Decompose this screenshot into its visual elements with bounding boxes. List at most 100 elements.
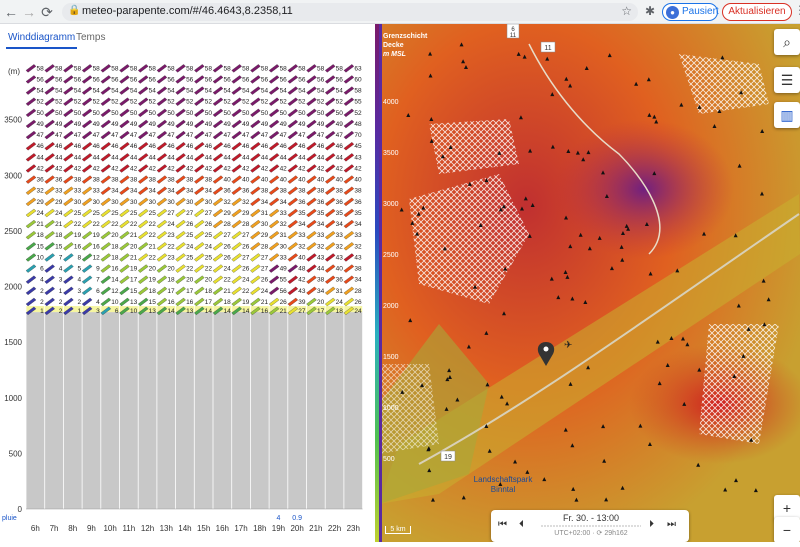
wind-barb: 7: [81, 275, 100, 284]
wind-speed-value: 29: [242, 210, 250, 217]
peak-icon: [732, 374, 737, 379]
wind-speed-value: 38: [336, 188, 344, 195]
wind-barb: 14: [194, 306, 212, 316]
wind-speed-value: 54: [74, 88, 82, 95]
wind-barb: 27: [287, 306, 306, 316]
tab-winddiagramm[interactable]: Winddiagramm: [6, 32, 78, 49]
wind-barb: 25: [175, 253, 194, 262]
wind-speed-value: 24: [36, 210, 44, 217]
map-pane[interactable]: Grenzschicht Decke m MSL 4000 3500 3000 250…: [379, 24, 800, 542]
wind-barb: 50: [81, 108, 100, 118]
wind-barb: 52: [324, 97, 343, 106]
wind-barb: 54: [324, 86, 343, 95]
wind-speed-value: 36: [336, 199, 344, 206]
wind-speed-value: 22: [205, 266, 213, 273]
hour-label: 13h: [160, 524, 173, 533]
wind-speed-value: 47: [130, 132, 138, 139]
wind-barb: 27: [231, 253, 250, 262]
wind-speed-value: 52: [261, 99, 269, 106]
wind-speed-value: 26: [280, 299, 288, 306]
wind-barb: 13: [137, 306, 157, 316]
hour-label: 15h: [197, 524, 210, 533]
update-button[interactable]: Aktualisieren: [722, 3, 792, 21]
wind-barb: 42: [287, 164, 306, 173]
wind-speed-value: 6: [115, 308, 119, 315]
pane-divider[interactable]: [375, 24, 379, 542]
wind-speed-value: 34: [130, 188, 138, 195]
reload-icon[interactable]: ⟳: [41, 4, 53, 20]
wind-barb: 52: [194, 97, 212, 106]
wind-speed-value: 31: [261, 210, 269, 217]
settings-sliders-icon[interactable]: ☰: [774, 67, 800, 93]
wind-barb: 20: [119, 242, 138, 251]
peak-icon: [607, 53, 612, 58]
peak-icon: [400, 389, 405, 394]
wind-barb: 22: [175, 264, 194, 273]
time-slider[interactable]: [541, 524, 641, 528]
wind-speed-value: 58: [336, 65, 344, 72]
more-menu-icon[interactable]: ⋮: [794, 3, 800, 17]
search-icon[interactable]: ⌕: [774, 29, 800, 55]
bookmark-star-icon[interactable]: ☆: [621, 4, 632, 18]
wind-barb: 58: [137, 64, 156, 73]
wind-speed-value: 16: [93, 243, 101, 250]
peak-icon: [564, 76, 569, 81]
extensions-icon[interactable]: ✱: [645, 4, 656, 18]
wind-barb: 1: [63, 306, 81, 316]
wind-speed-value: 54: [186, 88, 194, 95]
zoom-out-button[interactable]: −: [774, 517, 800, 542]
wind-speed-value: 35: [298, 210, 306, 217]
wind-barb: 49: [306, 119, 325, 129]
peak-icon: [761, 278, 766, 283]
wind-barb: 24: [25, 208, 44, 218]
wind-barb: 22: [194, 264, 213, 273]
location-pin-icon[interactable]: [537, 342, 555, 366]
wind-speed-value: 44: [317, 266, 325, 273]
first-frame-icon[interactable]: ⏮: [498, 519, 507, 530]
wind-speed-value: 58: [55, 65, 63, 72]
wind-barb: 54: [175, 86, 194, 95]
wind-barb: 46: [44, 142, 63, 151]
wind-barb: 47: [156, 130, 175, 140]
prev-frame-icon[interactable]: ⏴: [519, 519, 524, 530]
chart-icon[interactable]: ▥: [774, 102, 800, 128]
wind-speed-value: 46: [242, 143, 250, 150]
peak-icon: [467, 181, 472, 186]
wind-barb: 38: [156, 175, 175, 184]
wind-barb: 40: [250, 175, 268, 184]
wind-speed-value: 21: [261, 299, 269, 306]
profile-button[interactable]: ● Pausiert: [662, 3, 719, 21]
address-bar[interactable]: 🔒 meteo-parapente.com/#/46.4643,8.2358,1…: [62, 3, 638, 21]
wind-barb: 58: [250, 64, 268, 73]
wind-barb: 33: [343, 231, 362, 240]
forward-icon[interactable]: →: [22, 4, 36, 20]
map-canvas[interactable]: Grenzschicht Decke m MSL 4000 3500 3000 250…: [379, 24, 800, 542]
wind-barb: 46: [250, 142, 268, 151]
wind-speed-value: 33: [298, 232, 306, 239]
wind-barb: 56: [268, 286, 287, 296]
wind-speed-value: 20: [167, 266, 175, 273]
wind-barb: 38: [343, 186, 362, 195]
zoom-in-button[interactable]: +: [774, 495, 800, 521]
peak-icon: [578, 232, 583, 237]
tab-temps[interactable]: Temps: [76, 32, 106, 43]
wind-barb: 18: [100, 242, 119, 251]
wind-barb: 17: [306, 306, 325, 316]
wind-barb: 42: [81, 164, 100, 173]
wind-speed-value: 24: [223, 266, 231, 273]
back-icon[interactable]: ←: [4, 4, 18, 20]
wind-barb: 54: [81, 86, 100, 95]
wind-speed-value: 14: [111, 277, 119, 284]
wind-speed-value: 32: [298, 243, 306, 250]
peak-icon: [463, 65, 468, 70]
last-frame-icon[interactable]: ⏭: [667, 519, 676, 530]
wind-speed-value: 56: [130, 76, 138, 83]
wind-speed-value: 13: [149, 308, 157, 315]
wind-barb: 52: [268, 97, 287, 106]
wind-barb: 42: [250, 164, 268, 173]
wind-barb: 30: [81, 197, 100, 207]
wind-speed-value: 50: [167, 110, 175, 117]
wind-barb: 3: [44, 275, 63, 284]
next-frame-icon[interactable]: ⏵: [649, 519, 654, 530]
wind-speed-value: 46: [36, 143, 44, 150]
